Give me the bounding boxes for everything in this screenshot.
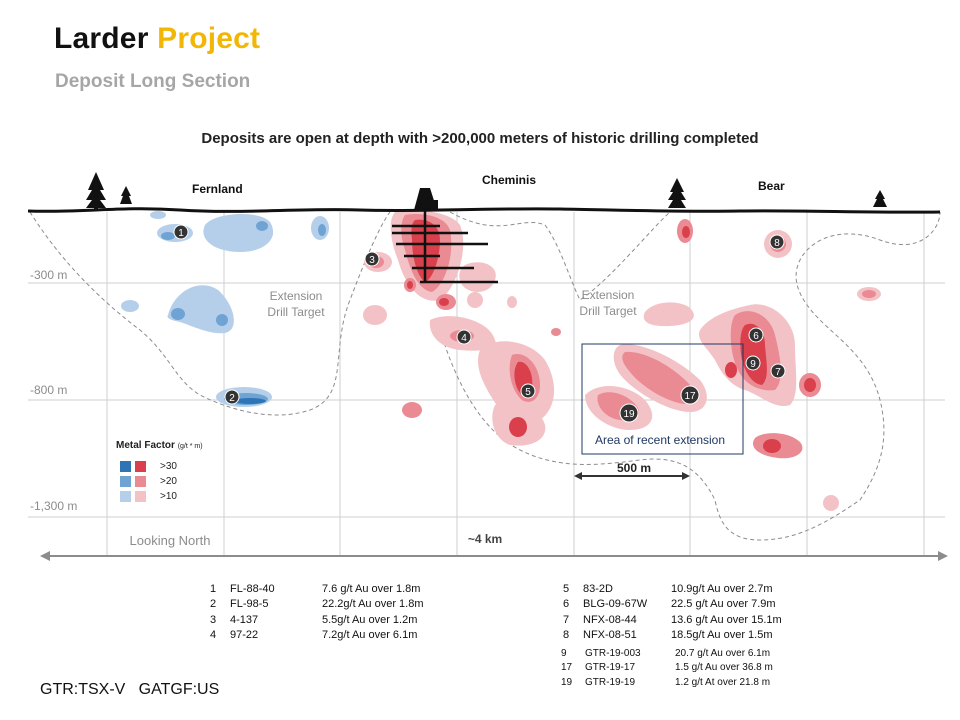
extension-target-label: Extension [270, 289, 323, 303]
legend-swatch-blue [120, 476, 131, 487]
legend-label: >30 [160, 461, 177, 472]
title-accent: Project [157, 22, 261, 55]
deposit-label-cheminis: Cheminis [482, 173, 536, 187]
table-row: 8 NFX-08-51 18.5g/t Au over 1.5m [563, 629, 773, 642]
legend-title: Metal Factor (g/t * m) [116, 440, 203, 451]
title-main: Larder [54, 22, 149, 55]
svg-text:7: 7 [775, 367, 781, 378]
svg-text:8: 8 [774, 238, 780, 249]
hole-marker-8: 8 [769, 234, 785, 250]
hole-marker-1: 1 [173, 224, 189, 240]
legend-label: >10 [160, 491, 177, 502]
svg-text:5: 5 [525, 387, 531, 398]
table-row: 1 FL-88-40 7.6 g/t Au over 1.8m [210, 582, 421, 595]
hole-marker-5: 5 [520, 383, 536, 399]
ticker-symbols: GTR:TSX-V GATGF:US [40, 681, 220, 698]
drill-results-table-right: 5 83-2D 10.9g/t Au over 2.7m 6 BLG-09-67W 22… [563, 581, 782, 643]
depth-label: -300 m [30, 268, 67, 282]
recent-extension-box [581, 343, 744, 455]
legend-unit: (g/t * m) [177, 443, 203, 450]
table-row: 4 97-22 7.2g/t Au over 6.1m [210, 629, 418, 642]
legend-swatch-red [135, 491, 146, 502]
view-direction-label: Looking North [130, 533, 211, 548]
deposit-label-fernland: Fernland [192, 182, 243, 196]
table-row: 5 83-2D 10.9g/t Au over 2.7m [563, 582, 773, 595]
legend-swatch-blue [120, 491, 131, 502]
tree-icon [873, 190, 887, 207]
svg-text:2: 2 [229, 393, 235, 404]
metal-factor-legend: Metal Factor (g/t * m) >30 >20 >10 [116, 440, 246, 504]
extension-target-label: Drill Target [267, 305, 325, 319]
table-row: 3 4-137 5.5g/t Au over 1.2m [210, 613, 418, 626]
legend-swatch-blue [120, 461, 131, 472]
scale-bar [574, 472, 690, 480]
legend-row: >30 [116, 459, 246, 474]
ground-surface [27, 207, 941, 214]
tree-icon [120, 186, 132, 204]
hole-marker-17: 17 [680, 385, 700, 405]
legend-row: >20 [116, 474, 246, 489]
svg-text:3: 3 [369, 255, 375, 266]
legend-row: >10 [116, 489, 246, 504]
hole-marker-19: 19 [619, 403, 639, 423]
hole-marker-3: 3 [364, 251, 380, 267]
deposit-label-bear: Bear [758, 179, 785, 193]
tree-icon [668, 178, 686, 208]
headline: Deposits are open at depth with >200,000… [201, 130, 759, 147]
svg-text:6: 6 [753, 331, 759, 342]
svg-text:17: 17 [684, 391, 696, 402]
drill-results-table-left: 1 FL-88-40 7.6 g/t Au over 1.8m 2 FL-98-5 22… [210, 581, 424, 643]
deposit-outlines [29, 211, 941, 541]
page-subtitle: Deposit Long Section [55, 71, 251, 92]
tree-icon [86, 172, 106, 211]
extension-target-label: Extension [582, 288, 635, 302]
legend-label: >20 [160, 476, 177, 487]
hole-marker-2: 2 [224, 389, 240, 405]
recent-extension-label: Area of recent extension [595, 433, 725, 447]
extension-target-label: Drill Target [579, 304, 637, 318]
hole-marker-7: 7 [770, 363, 786, 379]
svg-text:1: 1 [178, 228, 184, 239]
hole-marker-6: 6 [748, 327, 764, 343]
legend-swatch-red [135, 461, 146, 472]
page-title: Larder Project [54, 22, 260, 56]
depth-label: -1,300 m [30, 499, 77, 513]
svg-text:4: 4 [461, 333, 467, 344]
table-row: 7 NFX-08-44 13.6 g/t Au over 15.1m [563, 613, 782, 626]
table-row: 2 FL-98-5 22.2g/t Au over 1.8m [210, 598, 424, 611]
table-row: 17 GTR-19-17 1.5 g/t Au over 36.8 m [561, 662, 773, 674]
hole-markers: 1 2 3 4 5 6 7 8 9 17 19 [173, 224, 786, 423]
hole-marker-4: 4 [456, 329, 472, 345]
table-row: 19 GTR-19-19 1.2 g/t At over 21.8 m [561, 676, 771, 688]
table-row: 6 BLG-09-67W 22.5 g/t Au over 7.9m [563, 598, 776, 611]
drill-results-table-recent: 9 GTR-19-003 20.7 g/t Au over 6.1m 17 GTR-1… [561, 646, 773, 690]
scale-label: 500 m [617, 461, 651, 475]
table-row: 9 GTR-19-003 20.7 g/t Au over 6.1m [561, 647, 771, 659]
legend-swatch-red [135, 476, 146, 487]
svg-text:19: 19 [623, 409, 635, 420]
svg-text:9: 9 [750, 359, 756, 370]
hole-marker-9: 9 [745, 355, 761, 371]
depth-label: -800 m [30, 383, 67, 397]
width-label: ~4 km [468, 532, 502, 546]
width-bar [40, 551, 948, 561]
